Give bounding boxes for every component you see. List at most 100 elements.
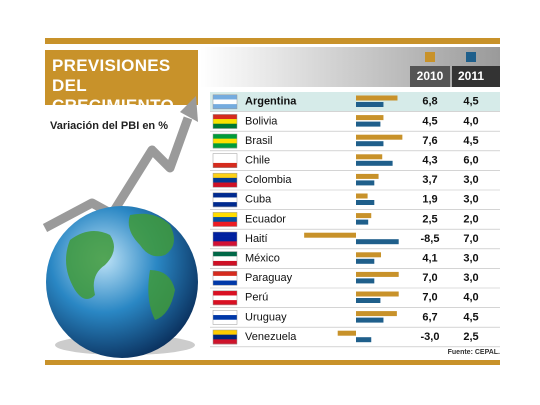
arrow-head [180, 96, 198, 122]
flag-border [212, 310, 238, 325]
flag [213, 202, 237, 208]
flag [213, 315, 237, 321]
flag [213, 177, 237, 183]
flag-border [212, 94, 238, 110]
bar [356, 180, 375, 186]
flag [213, 114, 237, 120]
flag-border [212, 231, 238, 247]
flag [213, 300, 237, 306]
top-rule [45, 38, 500, 44]
value-label: 4,3 [422, 155, 437, 167]
flag [213, 182, 237, 188]
title-box [45, 50, 198, 105]
bar [356, 278, 375, 284]
flag-border [212, 290, 238, 306]
growth-arrow [42, 116, 193, 232]
flag [213, 217, 237, 223]
flag [213, 241, 237, 247]
category-label: Uruguay [245, 311, 287, 323]
category-label: Colombia [245, 174, 292, 186]
flag [213, 260, 237, 266]
category-label: Bolivia [245, 115, 278, 127]
flag [213, 295, 237, 301]
flag-border [212, 251, 238, 266]
flag [213, 310, 237, 316]
bar [356, 102, 384, 107]
bar [356, 311, 397, 317]
bar [356, 271, 399, 277]
bar [356, 95, 398, 101]
flag [213, 153, 237, 159]
value-label: 7,0 [463, 233, 478, 245]
flag [213, 197, 237, 203]
flag [213, 143, 237, 149]
category-label: Perú [245, 292, 268, 304]
category-label: Ecuador [245, 213, 286, 225]
flag [213, 232, 237, 237]
flag [213, 339, 237, 345]
value-label: 7,0 [422, 272, 437, 284]
value-label: 3,0 [463, 253, 478, 265]
value-label: 2,0 [463, 213, 478, 225]
flag [213, 192, 237, 198]
bar [356, 317, 384, 323]
flag [213, 104, 237, 110]
bar [356, 239, 399, 245]
value-label: 4,1 [422, 253, 437, 265]
category-label: Cuba [245, 194, 272, 206]
legend-swatch [466, 52, 476, 62]
flag [213, 173, 237, 179]
flag-border [212, 153, 238, 168]
value-label: 7,6 [422, 135, 437, 147]
flag-border [212, 192, 238, 208]
category-label: Brasil [245, 135, 273, 147]
bar [356, 258, 375, 264]
bar [356, 298, 381, 303]
flag [213, 134, 237, 139]
year-box [452, 66, 500, 87]
value-label: -8,5 [421, 233, 440, 245]
flag-border [212, 114, 238, 129]
value-label: 6,0 [463, 155, 478, 167]
flag [213, 212, 237, 218]
bar [304, 232, 356, 238]
flag [213, 334, 237, 340]
flag [213, 138, 237, 144]
bar [356, 134, 403, 140]
continents [66, 213, 175, 320]
value-label: 4,0 [463, 292, 478, 304]
value-label: 6,7 [422, 311, 437, 323]
legend-swatch [425, 52, 435, 62]
flag [213, 251, 237, 257]
legend-label: 2010 [417, 69, 444, 83]
category-label: Haití [245, 233, 268, 245]
flag [213, 271, 237, 277]
flag [213, 290, 237, 296]
bar [356, 141, 384, 147]
legend-label: 2011 [458, 69, 484, 83]
value-label: -3,0 [421, 331, 440, 343]
value-label: 4,5 [463, 96, 478, 108]
flag [213, 162, 237, 168]
flag-border [212, 270, 238, 286]
flag [213, 330, 237, 335]
flag [213, 221, 237, 227]
flag-border [212, 329, 238, 345]
row-highlight [210, 92, 500, 111]
flag [213, 280, 237, 286]
flag-border [212, 172, 238, 188]
value-label: 3,0 [463, 194, 478, 206]
flag [213, 94, 237, 100]
bar [356, 337, 372, 343]
bar [356, 213, 372, 219]
bar [356, 193, 368, 199]
bar [356, 291, 399, 297]
value-label: 3,7 [422, 174, 437, 186]
bar [356, 154, 383, 160]
value-label: 3,0 [463, 272, 478, 284]
value-label: 4,5 [463, 311, 478, 323]
year-box [410, 66, 450, 87]
bar [356, 121, 381, 127]
